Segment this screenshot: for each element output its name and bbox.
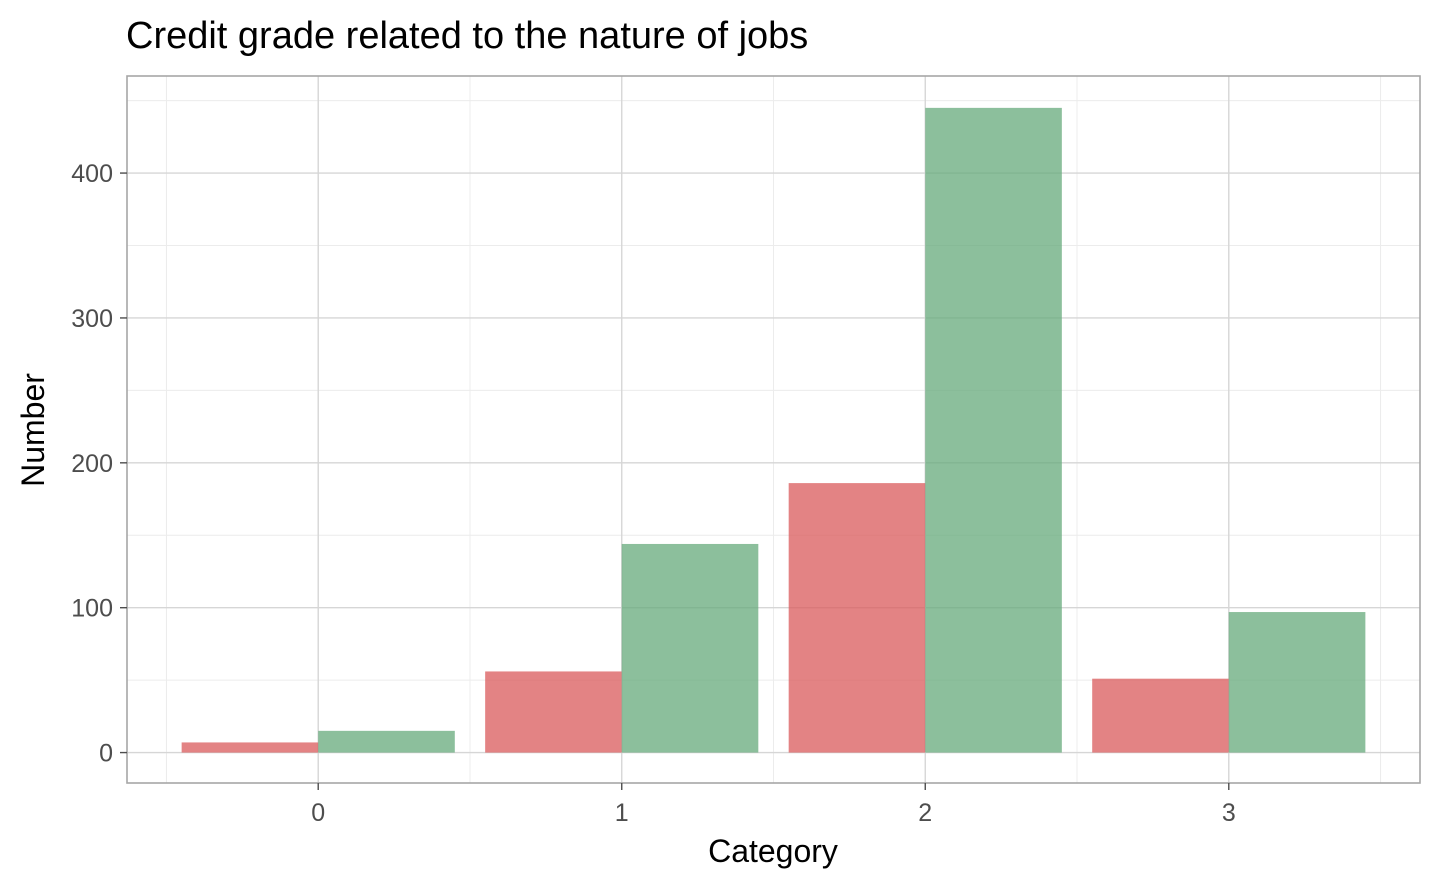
- bar-series-2-category-0: [318, 730, 455, 753]
- grid-layer: [127, 76, 1420, 783]
- bar-series-1-category-2: [788, 483, 926, 753]
- bar-series-1-category-0: [181, 742, 319, 753]
- chart-title: Credit grade related to the nature of jo…: [126, 15, 808, 57]
- y-tick-label: 300: [71, 305, 113, 333]
- x-tick-label: 1: [615, 799, 629, 827]
- bar-series-1-category-1: [485, 671, 622, 753]
- y-tick-label: 0: [99, 740, 113, 768]
- x-tick-label: 2: [918, 799, 932, 827]
- y-tick-label: 200: [71, 450, 113, 478]
- bar-layer: [181, 107, 1366, 753]
- x-tick-label: 3: [1222, 799, 1236, 827]
- y-tick-label: 400: [71, 160, 113, 188]
- bar-series-2-category-3: [1228, 612, 1366, 753]
- x-tick-label: 0: [311, 799, 325, 827]
- bar-series-2-category-2: [925, 107, 1062, 753]
- y-axis-title: Number: [15, 373, 51, 487]
- bar-series-1-category-3: [1092, 678, 1229, 753]
- bar-series-2-category-1: [621, 543, 759, 753]
- y-tick-layer: 0 100 200 300 400: [71, 160, 127, 768]
- x-axis-title: Category: [708, 833, 838, 869]
- panel-border: [126, 75, 1421, 784]
- x-tick-layer: 0 1 2 3: [311, 783, 1236, 827]
- y-tick-label: 100: [71, 595, 113, 623]
